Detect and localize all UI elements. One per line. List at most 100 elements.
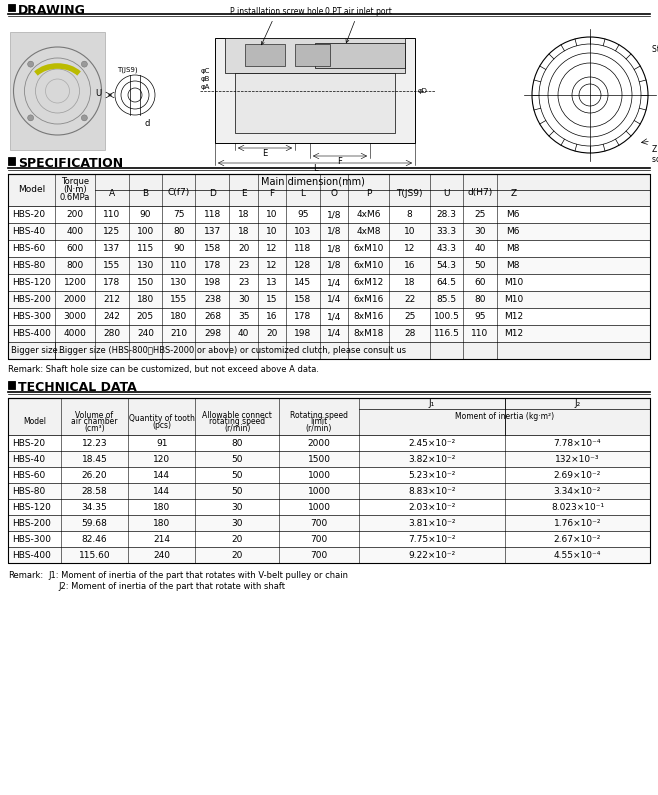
- Text: 6xM10: 6xM10: [353, 261, 384, 270]
- Text: 30: 30: [232, 518, 243, 528]
- Text: 95: 95: [474, 312, 486, 321]
- Bar: [8, 451, 650, 467]
- Text: HBS-300: HBS-300: [12, 312, 51, 321]
- Circle shape: [28, 61, 34, 67]
- Text: 12: 12: [266, 261, 278, 270]
- Text: J2: Moment of inertia of the part that rotate with shaft: J2: Moment of inertia of the part that r…: [58, 582, 285, 591]
- Text: M12: M12: [503, 312, 523, 321]
- Text: 298: 298: [204, 329, 221, 338]
- Bar: [8, 435, 650, 451]
- Text: 116.5: 116.5: [434, 329, 459, 338]
- Text: Remark:: Remark:: [8, 571, 43, 580]
- Text: 2.69×10⁻²: 2.69×10⁻²: [554, 471, 601, 479]
- Text: (r/min): (r/min): [224, 425, 251, 433]
- Text: 198: 198: [294, 329, 312, 338]
- Text: 20: 20: [266, 329, 278, 338]
- Text: T(JS9): T(JS9): [116, 67, 138, 73]
- Text: 110: 110: [103, 210, 120, 219]
- Text: 118: 118: [294, 244, 312, 253]
- Text: 155: 155: [170, 295, 188, 304]
- Text: Z: Z: [510, 188, 517, 197]
- Text: L: L: [301, 188, 305, 197]
- Text: 90: 90: [139, 210, 151, 219]
- Text: M8: M8: [507, 261, 520, 270]
- Text: 198: 198: [204, 278, 221, 287]
- Text: Stop groove: Stop groove: [652, 45, 658, 54]
- Text: M12: M12: [503, 329, 523, 338]
- Bar: [8, 483, 650, 499]
- Text: J1: Moment of inertia of the part that rotates with V-belt pulley or chain: J1: Moment of inertia of the part that r…: [48, 571, 348, 580]
- Text: 3.81×10⁻²: 3.81×10⁻²: [409, 518, 456, 528]
- Text: M6: M6: [507, 227, 520, 236]
- Text: 40: 40: [474, 244, 486, 253]
- Text: 103: 103: [294, 227, 312, 236]
- Text: 75: 75: [173, 210, 184, 219]
- Text: HBS-20: HBS-20: [12, 210, 45, 219]
- Text: J₂: J₂: [574, 399, 580, 408]
- Bar: [8, 499, 650, 515]
- Bar: [245, 44, 285, 66]
- Text: 205: 205: [137, 312, 154, 321]
- Text: 800: 800: [66, 261, 84, 270]
- Text: Moment of inertia (kg·m²): Moment of inertia (kg·m²): [455, 412, 554, 421]
- Text: 90: 90: [173, 244, 184, 253]
- Text: E: E: [241, 188, 247, 197]
- Text: 1000: 1000: [307, 502, 330, 511]
- Text: HBS-400: HBS-400: [12, 329, 51, 338]
- Text: d(H7): d(H7): [467, 188, 492, 197]
- Text: 178: 178: [103, 278, 120, 287]
- Text: C(f7): C(f7): [168, 188, 190, 197]
- Text: 34.35: 34.35: [82, 502, 107, 511]
- Text: d: d: [144, 119, 149, 128]
- Text: 0 PT air inlet port: 0 PT air inlet port: [325, 7, 392, 43]
- Text: 2.45×10⁻²: 2.45×10⁻²: [409, 439, 456, 448]
- Text: 30: 30: [238, 295, 249, 304]
- Bar: [8, 342, 650, 359]
- Text: 10: 10: [266, 227, 278, 236]
- Text: 59.68: 59.68: [82, 518, 107, 528]
- Text: HBS-60: HBS-60: [12, 471, 45, 479]
- Text: 178: 178: [204, 261, 221, 270]
- Bar: [8, 174, 650, 359]
- Text: 2.67×10⁻²: 2.67×10⁻²: [554, 534, 601, 544]
- Text: 1.76×10⁻²: 1.76×10⁻²: [553, 518, 601, 528]
- Text: 80: 80: [173, 227, 184, 236]
- Text: 144: 144: [153, 471, 170, 479]
- Text: 130: 130: [137, 261, 154, 270]
- Text: 8.83×10⁻²: 8.83×10⁻²: [409, 487, 456, 495]
- Text: Bigger size (HBS-800、HBS-2000 or above) or customized clutch, please consult us: Bigger size (HBS-800、HBS-2000 or above) …: [59, 346, 406, 355]
- Text: 82.46: 82.46: [82, 534, 107, 544]
- Text: 132×10⁻³: 132×10⁻³: [555, 455, 599, 463]
- Text: 158: 158: [294, 295, 312, 304]
- Text: 25: 25: [404, 312, 415, 321]
- Text: 43.3: 43.3: [436, 244, 457, 253]
- Text: 115.60: 115.60: [78, 550, 110, 560]
- Text: 210: 210: [170, 329, 188, 338]
- Circle shape: [28, 114, 34, 121]
- Text: 130: 130: [170, 278, 188, 287]
- Text: 3000: 3000: [64, 312, 87, 321]
- Text: 4xM8: 4xM8: [357, 227, 381, 236]
- Text: 2.03×10⁻²: 2.03×10⁻²: [409, 502, 456, 511]
- Text: 145: 145: [294, 278, 311, 287]
- Text: 40: 40: [238, 329, 249, 338]
- Text: 28: 28: [404, 329, 415, 338]
- Text: F: F: [338, 157, 342, 166]
- Text: (r/min): (r/min): [306, 425, 332, 433]
- Circle shape: [82, 114, 88, 121]
- Text: 118: 118: [204, 210, 221, 219]
- Text: φB: φB: [201, 76, 211, 83]
- Text: 242: 242: [103, 312, 120, 321]
- Bar: [235, 73, 395, 133]
- Bar: [8, 515, 650, 531]
- Text: 8xM16: 8xM16: [353, 312, 384, 321]
- Text: 4xM6: 4xM6: [357, 210, 381, 219]
- Text: Rotating speed: Rotating speed: [290, 410, 348, 420]
- Text: 110: 110: [471, 329, 488, 338]
- Text: 125: 125: [103, 227, 120, 236]
- Text: 150: 150: [137, 278, 154, 287]
- Text: (N·m): (N·m): [63, 185, 87, 194]
- Text: 100.5: 100.5: [434, 312, 459, 321]
- Text: 137: 137: [204, 227, 221, 236]
- Text: 64.5: 64.5: [436, 278, 457, 287]
